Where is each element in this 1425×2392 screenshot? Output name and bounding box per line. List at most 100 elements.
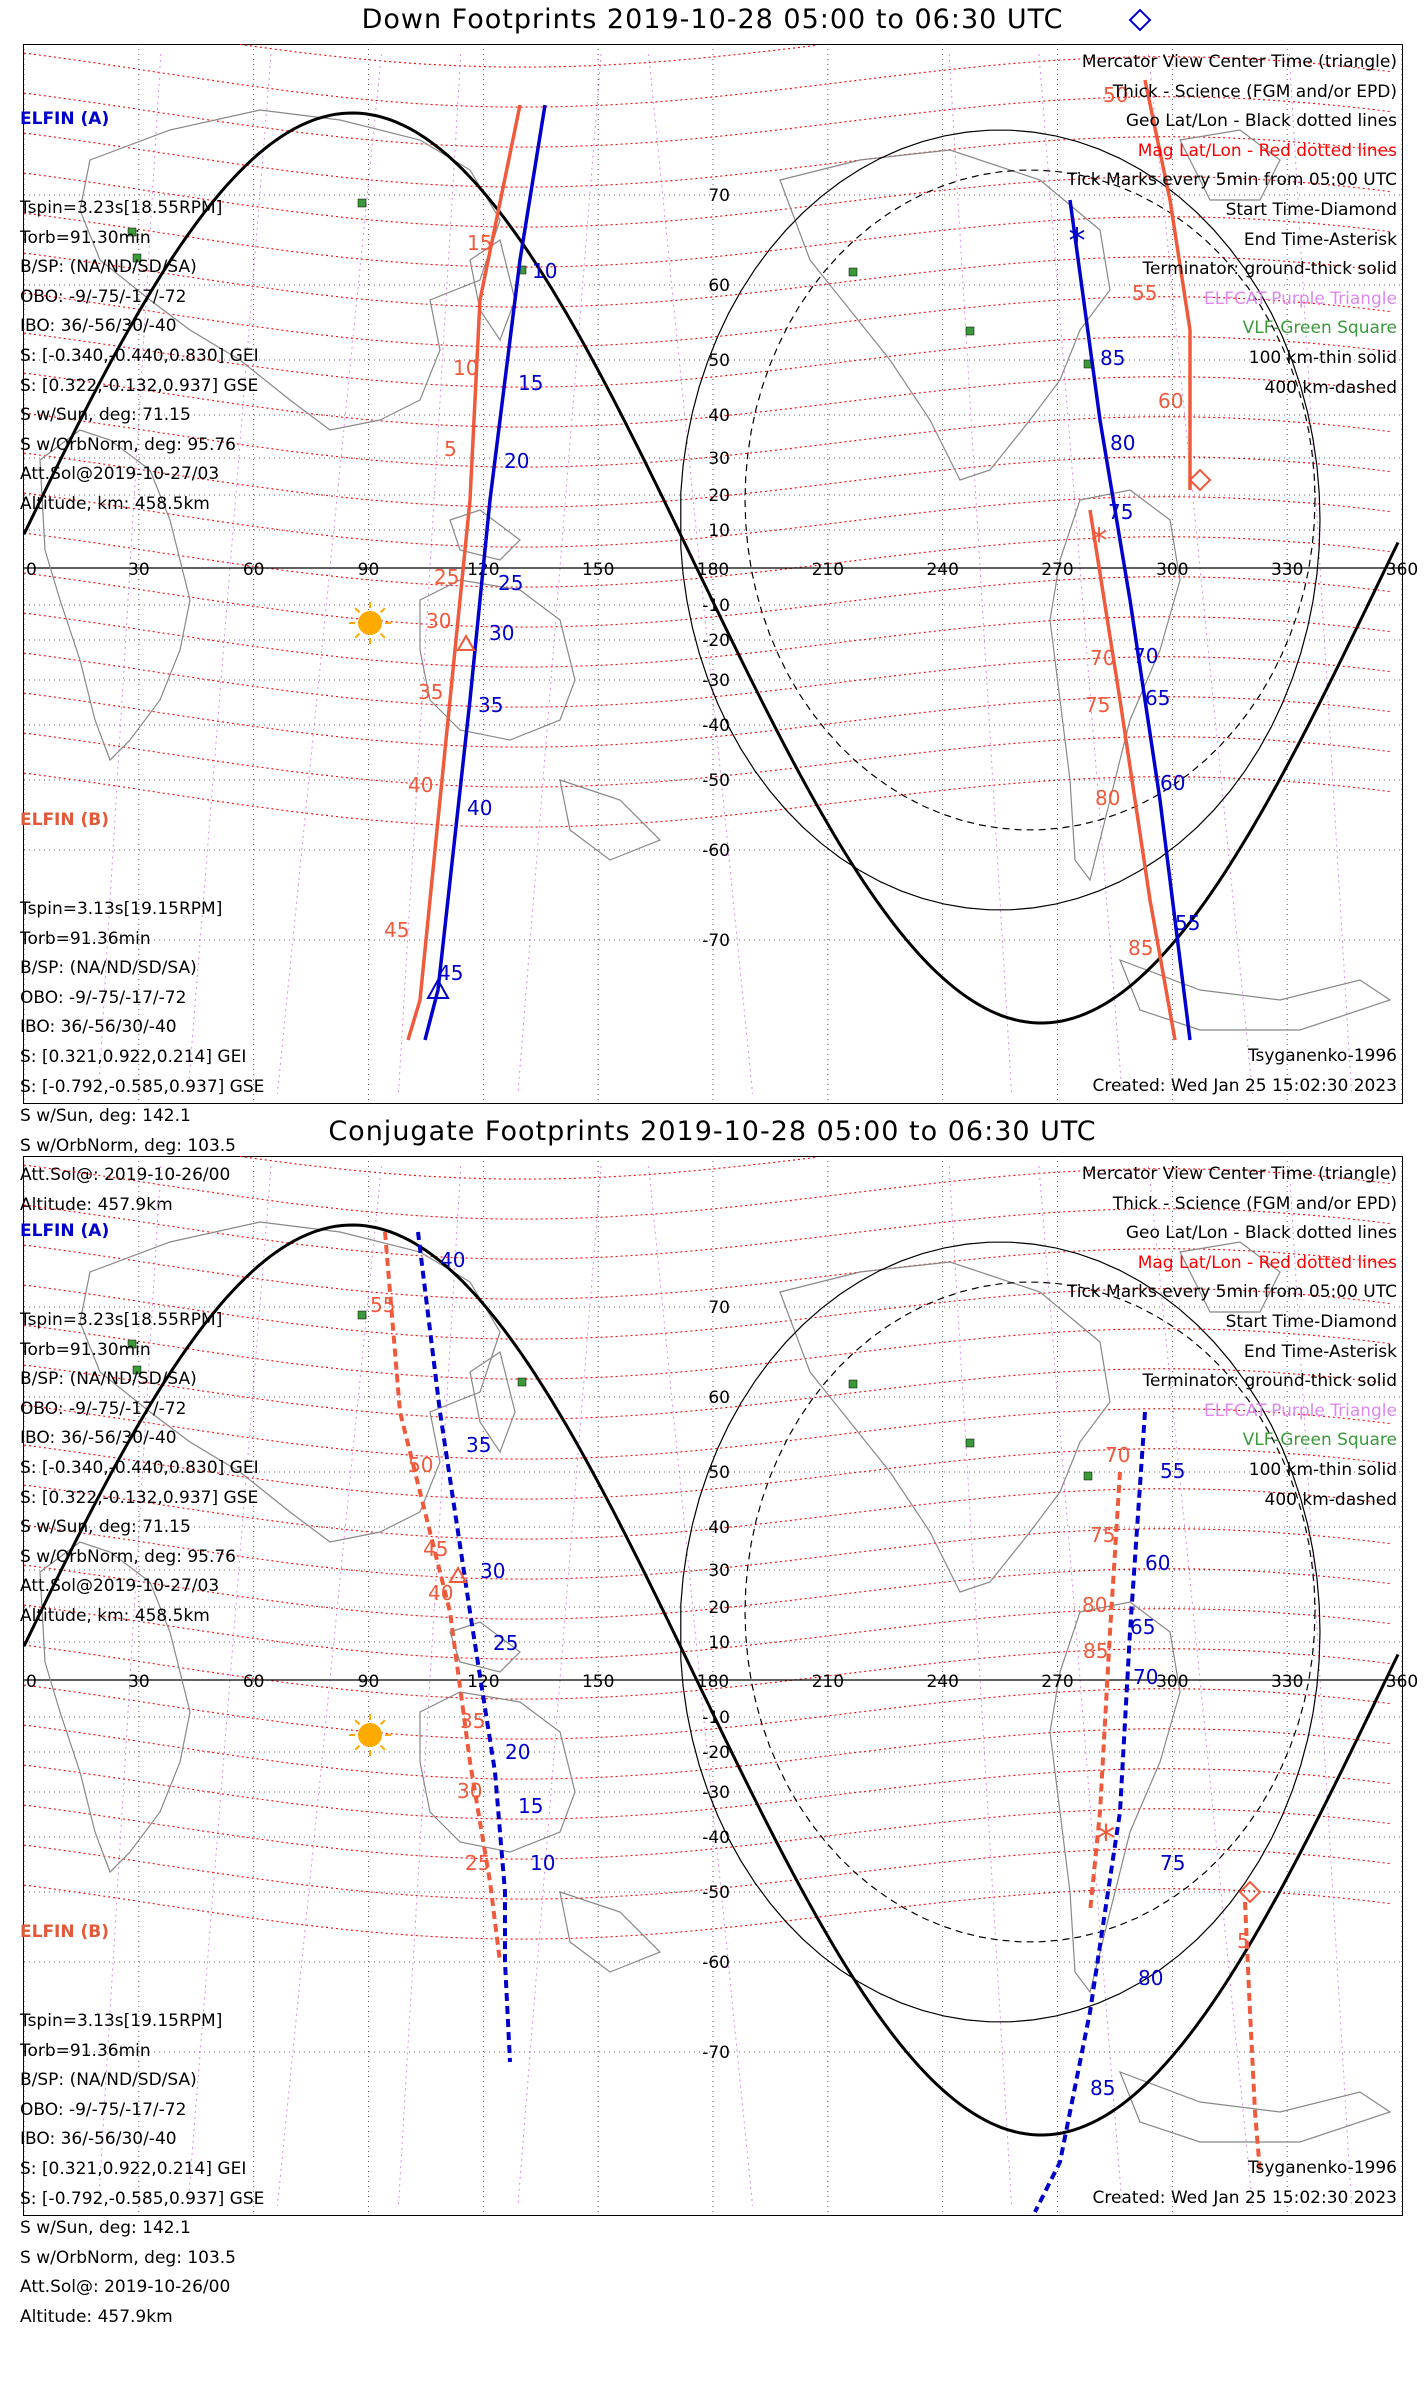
elfin-b-tick-label: 45 (384, 918, 409, 942)
lat-tick-label: -20 (702, 1743, 730, 1763)
info-line: B/SP: (NA/ND/SD/SA) (20, 1369, 197, 1390)
info-line: S w/OrbNorm, deg: 103.5 (20, 2247, 237, 2268)
info-line: Att.Sol@: 2019-10-26/00 (20, 2277, 231, 2298)
elfin-a-tick-label: 10 (530, 1851, 555, 1875)
mag-lat-line (23, 1364, 1393, 1420)
mag-lat-line (23, 652, 1393, 708)
info-line: S: [0.322,-0.132,0.937] GSE (20, 375, 259, 396)
info-line: S w/Sun, deg: 142.1 (20, 2218, 191, 2239)
sun-icon (349, 602, 391, 644)
legend-item: ELFCAT-Purple Triangle (1204, 1400, 1397, 1421)
lat-tick-label: 60 (708, 1388, 730, 1408)
lat-tick-label: -40 (702, 716, 730, 736)
sun-ray (354, 607, 361, 614)
elfin-a-tick-label: 25 (493, 1631, 518, 1655)
landmass-outline (79, 109, 501, 431)
vlf-green-square (132, 253, 142, 263)
lon-tick-label: 330 (1271, 560, 1303, 580)
terminator-100km (680, 1241, 1321, 2023)
elfin-a-tick-label: 65 (1130, 1615, 1155, 1639)
elfin-a-track-east (1033, 1411, 1147, 2213)
elfin-b-track-east-north (1143, 79, 1192, 490)
lat-tick-label: 40 (708, 1518, 730, 1538)
info-line: Att.Sol@2019-10-27/03 (20, 1576, 220, 1597)
legend-item: Thick - Science (FGM and/or EPD) (1112, 81, 1397, 102)
legend-item: ELFCAT-Purple Triangle (1204, 288, 1397, 309)
mag-meridian-line (276, 1165, 382, 2207)
center-triangle-icon (456, 633, 476, 651)
mag-lat-line (23, 732, 1393, 788)
legend-item: Geo Lat/Lon - Black dotted lines (1125, 1223, 1397, 1244)
mag-latlon-grid (23, 43, 1393, 828)
elfin-b-tick-label: 50 (408, 1453, 433, 1477)
elfin-a-header: ELFIN (A) (20, 1221, 110, 1242)
lat-tick-label: -40 (702, 1828, 730, 1848)
down-footprints-panel: Down Footprints 2019-10-28 05:00 to 06:3… (0, 0, 1425, 1215)
elfin-b-tick-label: 50 (1103, 83, 1128, 107)
sun-ray (379, 1744, 386, 1751)
info-line: Altitude, km: 458.5km (20, 1605, 210, 1626)
elfin-a-lines: Tspin=3.23s[18.55RPM] Torb=91.30min B/SP: … (20, 194, 259, 520)
elfin-b-tick-label: 5 (1237, 1929, 1250, 1953)
vlf-green-square (965, 1438, 975, 1448)
elfin-a-tick-label: 30 (480, 1559, 505, 1583)
landmass-outline (419, 579, 576, 741)
info-line: IBO: 36/-56/30/-40 (20, 1017, 177, 1038)
elfin-b-info: ELFIN (B) Tspin=3.13s[19.15RPM] Torb=91.3… (20, 747, 264, 1280)
geo-latlon-grid (23, 44, 1403, 1104)
lon-tick-label: 300 (1156, 1672, 1188, 1692)
mag-lat-line (23, 1444, 1393, 1500)
mag-lat-line (23, 1604, 1393, 1660)
info-line: S w/OrbNorm, deg: 95.76 (20, 434, 237, 455)
lon-tick-label: 360 (1386, 560, 1418, 580)
conjugate-footprints-panel: Conjugate Footprints 2019-10-28 05:00 to… (0, 1112, 1425, 2327)
elfin-a-tick-label: 70 (1133, 1665, 1158, 1689)
lon-tick-label: 210 (812, 1672, 844, 1692)
info-line: Tspin=3.23s[18.55RPM] (20, 1309, 223, 1330)
elfin-b-tick-label: 70 (1090, 646, 1115, 670)
sun-ray (379, 607, 386, 614)
landmass-outline (1049, 489, 1181, 882)
legend-item: Mercator View Center Time (triangle) (1081, 52, 1397, 72)
vlf-green-square (1083, 1471, 1093, 1481)
lat-tick-label: 30 (708, 449, 730, 469)
created-timestamp: Created: Wed Jan 25 15:02:30 2023 (1092, 2188, 1397, 2208)
mag-lat-line (23, 1484, 1393, 1540)
info-line: S w/OrbNorm, deg: 103.5 (20, 1135, 237, 1156)
legend-item: VLF-Green Square (1242, 1430, 1397, 1451)
elfin-b-track-east (1088, 1471, 1122, 1913)
elfin-a-tick-label: 55 (1160, 1459, 1185, 1483)
coastlines (39, 109, 1392, 1031)
elfin-a-header: ELFIN (A) (20, 109, 110, 130)
terminator-line (22, 111, 1400, 1025)
lat-tick-label: 50 (708, 351, 730, 371)
legend-item: End Time-Asterisk (1243, 229, 1397, 250)
mag-lat-line (23, 1204, 1393, 1260)
legend-item: Tick Marks every 5min from 05:00 UTC (1066, 1282, 1397, 1303)
info-line: S: [-0.340,-0.440,0.830] GEI (20, 1457, 259, 1478)
mag-lat-line (23, 1244, 1393, 1300)
info-line: OBO: -9/-75/-17/-72 (20, 286, 187, 307)
info-line: Tspin=3.23s[18.55RPM] (20, 197, 223, 218)
vlf-green-square (965, 326, 975, 336)
lat-tick-label: 20 (708, 1598, 730, 1618)
lon-tick-label: 360 (1386, 1672, 1418, 1692)
lat-tick-label: 70 (708, 186, 730, 206)
coastlines (39, 1221, 1392, 2143)
landmass-outline (449, 509, 521, 561)
sun-disc (358, 611, 382, 635)
mag-lat-line (23, 1284, 1393, 1340)
info-line: IBO: 36/-56/30/-40 (20, 2129, 177, 2150)
landmass-outline (469, 239, 516, 342)
legend: Mercator View Center Time (triangle) Thic… (1067, 48, 1397, 403)
lon-tick-label: 150 (582, 1672, 614, 1692)
elfin-b-info: ELFIN (B) Tspin=3.13s[19.15RPM] Torb=91.3… (20, 1859, 264, 2392)
mag-meridian-line (397, 1165, 462, 2207)
legend-item: VLF-Green Square (1242, 318, 1397, 339)
elfin-a-tick-label: 65 (1145, 686, 1170, 710)
info-line: S: [0.322,-0.132,0.937] GSE (20, 1487, 259, 1508)
elfin-b-track-west (383, 1231, 502, 1963)
center-triangle-icon (426, 977, 450, 999)
panel-title: Down Footprints 2019-10-28 05:00 to 06:3… (361, 4, 1064, 35)
info-line: OBO: -9/-75/-17/-72 (20, 1398, 187, 1419)
